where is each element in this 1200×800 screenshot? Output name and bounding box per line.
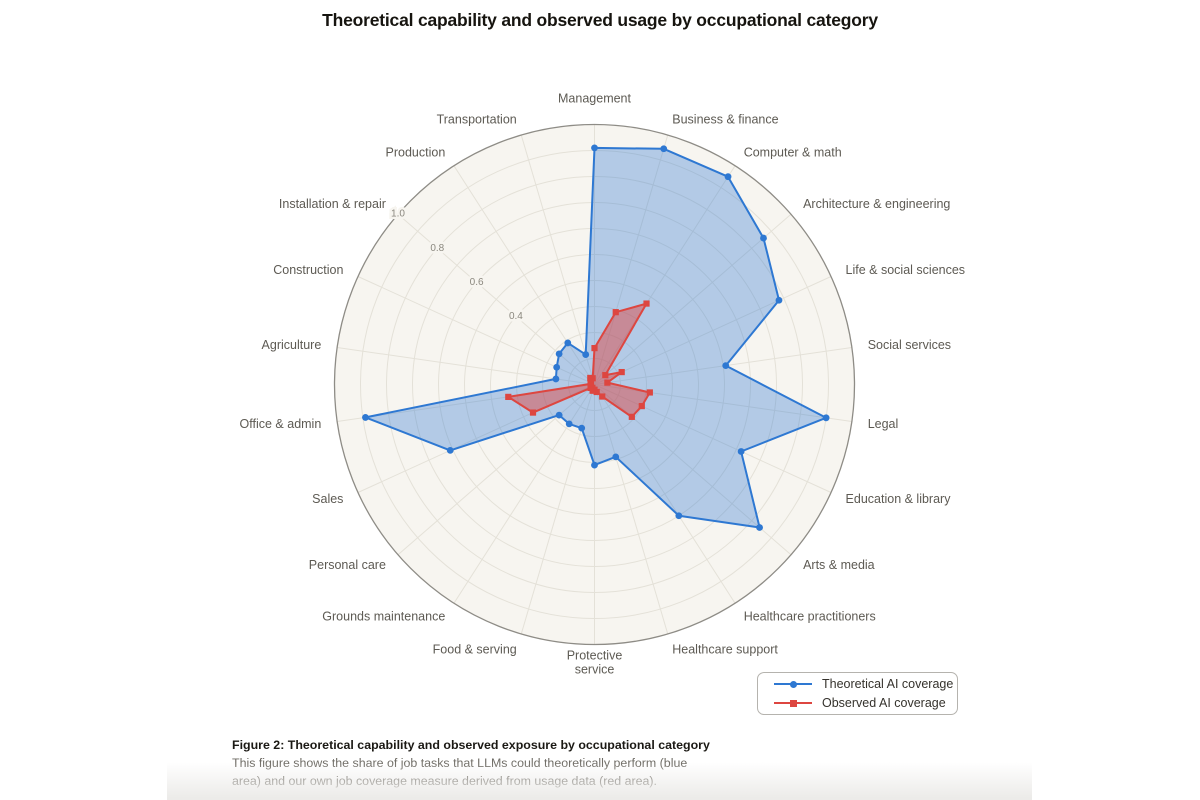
category-label: Transportation [437, 113, 517, 127]
red-data-point [638, 403, 645, 410]
blue-data-point [775, 296, 783, 304]
axis-spoke [594, 213, 792, 385]
category-label: Legal [868, 417, 899, 431]
blue-data-point [660, 145, 668, 153]
category-label: Social services [868, 338, 951, 352]
red-data-point [587, 384, 594, 392]
axis-spoke [397, 384, 595, 556]
red-data-point [529, 409, 537, 416]
theoretical-series-swatch [774, 680, 812, 689]
observed-series-swatch [774, 699, 812, 708]
circle-marker-icon [789, 680, 797, 688]
blue-data-point [591, 461, 598, 469]
category-label: Personal care [309, 558, 386, 572]
legend-label-observed: Observed AI coverage [822, 696, 946, 710]
blue-data-point [582, 351, 590, 358]
category-label: Office & admin [240, 417, 322, 431]
category-label: Agriculture [262, 338, 322, 352]
blue-data-point [555, 411, 563, 419]
category-label: Grounds maintenance [322, 610, 445, 624]
category-label: Computer & math [744, 145, 842, 159]
outer-circle [333, 123, 856, 646]
red-data-point [591, 345, 598, 352]
blue-data-point [675, 512, 683, 520]
radial-tick-label: 0.8 [430, 243, 444, 254]
red-data-point [604, 379, 611, 386]
category-label: Installation & repair [279, 197, 386, 211]
blue-data-point [722, 362, 730, 370]
red-data-point [646, 389, 653, 396]
radial-tick-label: 0.4 [509, 311, 523, 322]
category-label: Sales [312, 492, 343, 506]
category-label: Food & serving [433, 642, 517, 656]
blue-data-point [578, 424, 586, 432]
blue-data-point [564, 339, 572, 347]
axis-spoke [397, 213, 595, 385]
axis-spoke [594, 165, 736, 385]
legend: Theoretical AI coverage Observed AI cove… [757, 672, 958, 715]
square-marker-icon [789, 699, 797, 707]
blue-data-point [822, 414, 830, 422]
axis-spoke [337, 347, 595, 385]
legend-item-theoretical: Theoretical AI coverage [774, 676, 957, 692]
category-label: Life & social sciences [846, 263, 966, 277]
blue-data-point [446, 446, 454, 454]
axis-spoke [594, 276, 832, 385]
blue-data-point [760, 234, 767, 242]
category-label: Education & library [846, 492, 952, 506]
category-label: Production [386, 145, 446, 159]
blue-data-point [756, 524, 763, 531]
axis-spoke [594, 384, 832, 493]
radial-tick-label: 0.6 [470, 277, 484, 288]
axis-spoke [453, 384, 595, 604]
red-data-point [599, 393, 606, 400]
blue-data-point [612, 453, 620, 461]
red-data-point [589, 375, 596, 382]
category-label: Business & finance [672, 113, 778, 127]
page-bottom-fade [167, 762, 1032, 800]
red-data-point [602, 372, 609, 379]
legend-label-theoretical: Theoretical AI coverage [822, 677, 954, 691]
category-label: Healthcare support [672, 642, 778, 656]
blue-data-point [362, 414, 369, 421]
blue-data-point [737, 448, 745, 455]
axis-spoke [594, 384, 669, 635]
chart-title: Theoretical capability and observed usag… [322, 10, 878, 30]
blue-data-point [565, 420, 573, 428]
caption-title: Figure 2: Theoretical capability and obs… [232, 738, 710, 752]
blue-data-point [552, 375, 560, 383]
category-label: Architecture & engineering [803, 197, 950, 211]
blue-data-point [553, 363, 561, 371]
axis-spoke [453, 165, 595, 385]
red-data-point [505, 393, 512, 400]
red-data-point [643, 300, 650, 307]
legend-item-observed: Observed AI coverage [774, 695, 957, 711]
axis-spoke [594, 384, 852, 422]
category-label: Construction [273, 263, 343, 277]
axis-spoke [594, 134, 669, 385]
red-data-point [612, 309, 619, 316]
blue-data-point [555, 350, 563, 358]
radial-tick-label: 1.0 [391, 209, 405, 220]
category-label: Management [558, 92, 631, 106]
blue-data-point [724, 173, 732, 181]
category-label: Arts & media [803, 558, 875, 572]
red-data-point [618, 368, 625, 376]
axis-spoke [594, 384, 736, 604]
axis-spoke [520, 134, 595, 385]
category-label: Protective service [567, 649, 623, 677]
red-data-point [628, 413, 635, 420]
blue-data-point [591, 144, 598, 152]
category-label: Healthcare practitioners [744, 610, 876, 624]
